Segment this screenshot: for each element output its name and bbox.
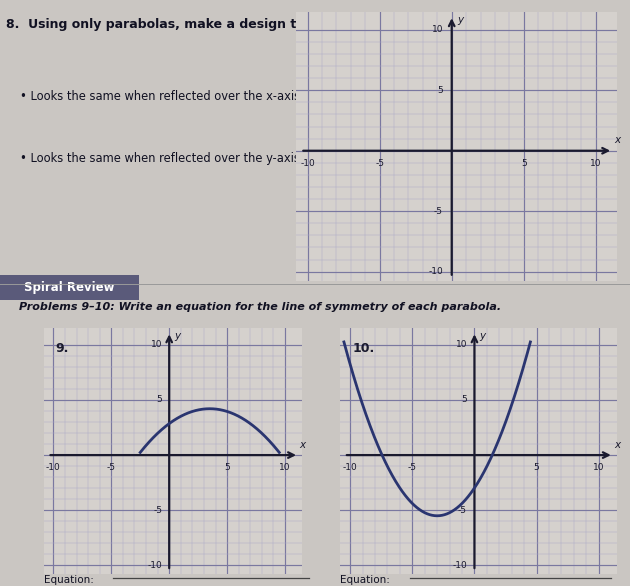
Text: 10.: 10. — [353, 342, 375, 356]
Text: -5: -5 — [106, 463, 116, 472]
Text: -5: -5 — [458, 506, 467, 515]
Text: y: y — [479, 332, 486, 342]
Text: -5: -5 — [153, 506, 163, 515]
Text: 5: 5 — [461, 396, 467, 404]
Text: 5: 5 — [437, 86, 443, 95]
Text: 5: 5 — [521, 159, 527, 168]
Text: 10: 10 — [432, 25, 443, 35]
Text: -10: -10 — [428, 267, 443, 276]
Text: -10: -10 — [452, 561, 467, 570]
Text: 5: 5 — [156, 396, 163, 404]
Text: x: x — [614, 440, 621, 449]
Text: 10: 10 — [455, 340, 467, 349]
Text: 9.: 9. — [55, 342, 69, 356]
Text: 10: 10 — [593, 463, 605, 472]
Text: Equation:: Equation: — [44, 575, 94, 585]
Text: 10: 10 — [590, 159, 602, 168]
Text: • Looks the same when reflected over the y-axis.: • Looks the same when reflected over the… — [20, 152, 304, 165]
Text: • Looks the same when reflected over the x-axis.: • Looks the same when reflected over the… — [20, 90, 304, 103]
Text: x: x — [614, 135, 620, 145]
Text: -5: -5 — [375, 159, 384, 168]
Text: 8.  Using only parabolas, make a design that:: 8. Using only parabolas, make a design t… — [6, 18, 325, 30]
Text: -10: -10 — [301, 159, 315, 168]
Text: Equation:: Equation: — [340, 575, 390, 585]
Text: -10: -10 — [147, 561, 163, 570]
Text: -5: -5 — [434, 207, 443, 216]
Text: Problems 9–10: Write an equation for the line of symmetry of each parabola.: Problems 9–10: Write an equation for the… — [19, 302, 501, 312]
Text: 10: 10 — [151, 340, 163, 349]
Text: Spiral Review: Spiral Review — [24, 281, 115, 294]
Text: 5: 5 — [224, 463, 230, 472]
Text: 5: 5 — [534, 463, 539, 472]
Text: x: x — [299, 440, 306, 449]
Text: -5: -5 — [408, 463, 417, 472]
Text: -10: -10 — [343, 463, 357, 472]
Text: y: y — [174, 332, 180, 342]
Text: y: y — [457, 15, 464, 25]
Text: -10: -10 — [46, 463, 60, 472]
Text: 10: 10 — [279, 463, 291, 472]
